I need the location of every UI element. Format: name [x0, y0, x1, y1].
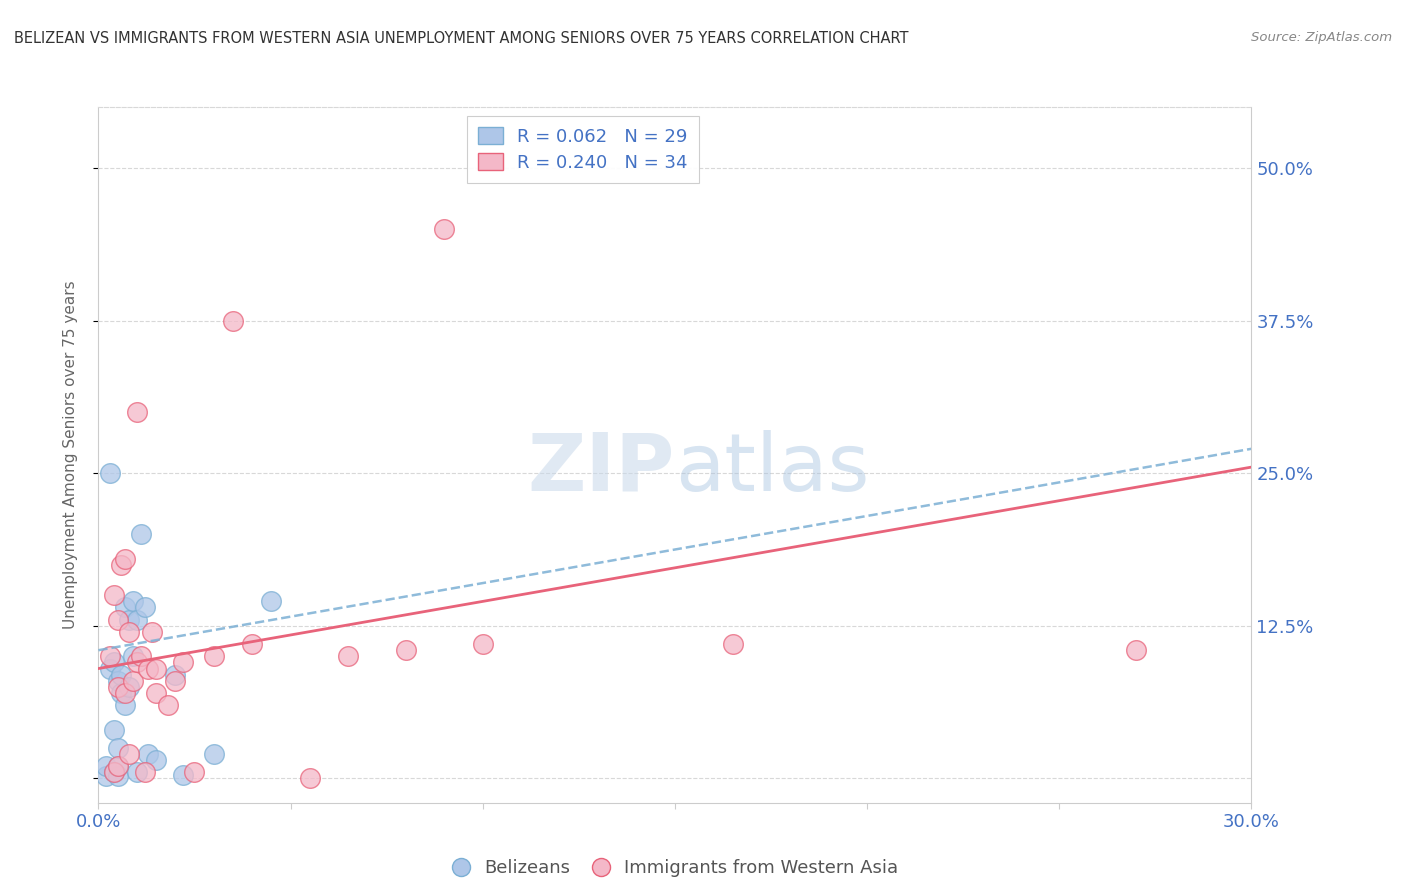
Point [240, 637, 263, 651]
Point [110, 686, 132, 700]
Point [118, 624, 141, 639]
Point [114, 698, 136, 713]
Point [98, 649, 121, 664]
Point [156, 698, 179, 713]
Point [165, 673, 187, 688]
Point [122, 673, 145, 688]
Point [202, 649, 225, 664]
Point [118, 747, 141, 761]
Point [1125, 643, 1147, 657]
Point [183, 765, 205, 780]
Point [134, 600, 156, 615]
Point [138, 747, 160, 761]
Point [114, 600, 136, 615]
Y-axis label: Unemployment Among Seniors over 75 years: Unemployment Among Seniors over 75 years [63, 281, 77, 629]
Point [260, 594, 283, 608]
Point [107, 673, 129, 688]
Point [337, 649, 360, 664]
Point [145, 686, 167, 700]
Point [103, 765, 125, 780]
Point [103, 656, 125, 670]
Point [107, 769, 129, 783]
Point [298, 772, 321, 786]
Point [98, 467, 121, 481]
Point [222, 313, 245, 327]
Point [134, 765, 156, 780]
Point [103, 588, 125, 602]
Point [141, 624, 163, 639]
Point [107, 680, 129, 694]
Point [118, 613, 141, 627]
Point [138, 661, 160, 675]
Point [107, 740, 129, 755]
Point [114, 551, 136, 566]
Point [125, 405, 148, 419]
Point [165, 667, 187, 681]
Point [122, 594, 145, 608]
Point [172, 768, 194, 782]
Text: Source: ZipAtlas.com: Source: ZipAtlas.com [1251, 31, 1392, 45]
Point [172, 656, 194, 670]
Point [721, 637, 744, 651]
Text: ZIP: ZIP [527, 430, 675, 508]
Point [129, 527, 152, 541]
Legend: Belizeans, Immigrants from Western Asia: Belizeans, Immigrants from Western Asia [444, 852, 905, 884]
Point [114, 686, 136, 700]
Point [103, 723, 125, 737]
Point [125, 656, 148, 670]
Point [98, 661, 121, 675]
Point [202, 747, 225, 761]
Point [125, 765, 148, 780]
Point [110, 558, 132, 572]
Point [107, 759, 129, 773]
Point [129, 649, 152, 664]
Point [118, 680, 141, 694]
Point [145, 753, 167, 767]
Point [103, 765, 125, 780]
Point [145, 661, 167, 675]
Point [107, 759, 129, 773]
Point [125, 613, 148, 627]
Point [395, 643, 418, 657]
Text: BELIZEAN VS IMMIGRANTS FROM WESTERN ASIA UNEMPLOYMENT AMONG SENIORS OVER 75 YEAR: BELIZEAN VS IMMIGRANTS FROM WESTERN ASIA… [14, 31, 908, 46]
Point [107, 613, 129, 627]
Point [110, 667, 132, 681]
Point [94, 769, 117, 783]
Point [471, 637, 494, 651]
Text: atlas: atlas [675, 430, 869, 508]
Point [122, 649, 145, 664]
Point [433, 222, 456, 236]
Point [94, 759, 117, 773]
